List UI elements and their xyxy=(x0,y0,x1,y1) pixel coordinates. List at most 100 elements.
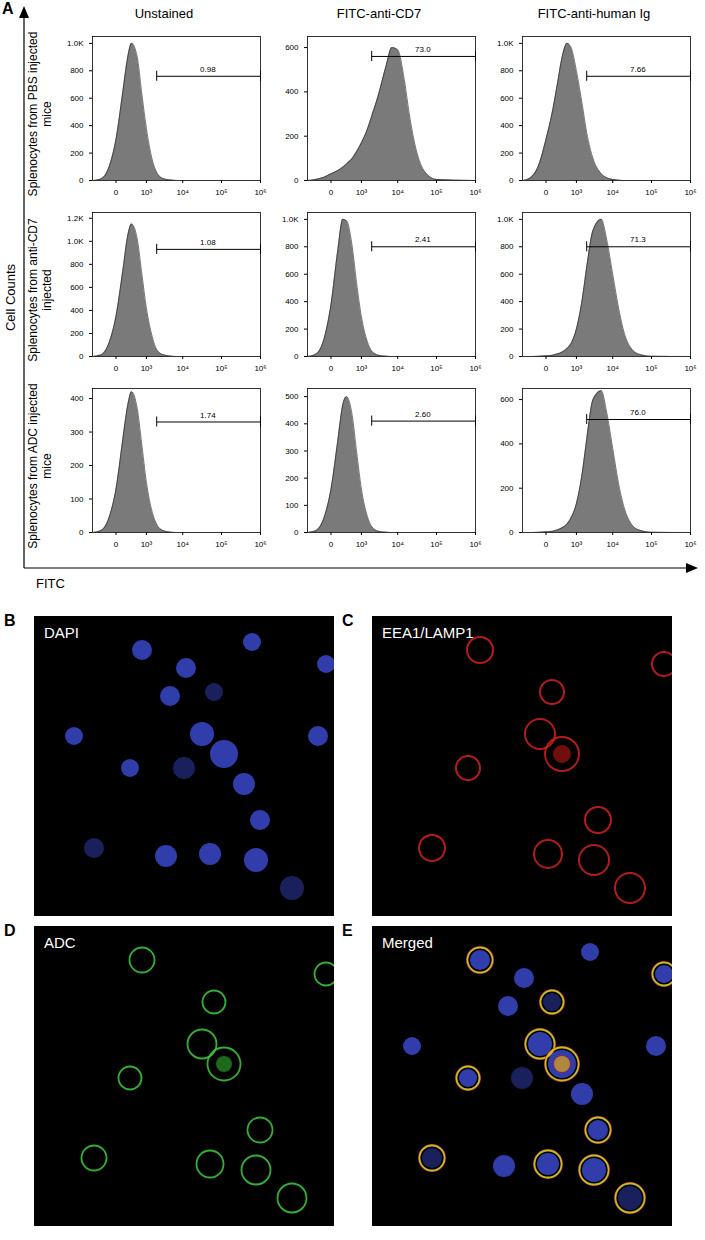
svg-text:200: 200 xyxy=(500,325,514,334)
svg-text:76.0: 76.0 xyxy=(630,408,646,417)
svg-text:800: 800 xyxy=(70,66,84,75)
svg-text:100: 100 xyxy=(285,501,299,510)
svg-text:10⁶: 10⁶ xyxy=(254,188,266,197)
svg-text:1.2K: 1.2K xyxy=(67,214,84,223)
svg-text:1.0K: 1.0K xyxy=(282,215,299,224)
svg-text:10⁶: 10⁶ xyxy=(469,188,481,197)
svg-text:600: 600 xyxy=(500,395,514,404)
svg-text:10⁴: 10⁴ xyxy=(392,364,405,373)
svg-text:10⁵: 10⁵ xyxy=(645,364,657,373)
svg-text:10⁴: 10⁴ xyxy=(177,540,190,549)
svg-text:10⁶: 10⁶ xyxy=(684,188,696,197)
svg-text:10⁴: 10⁴ xyxy=(177,188,190,197)
svg-text:600: 600 xyxy=(500,94,514,103)
svg-text:10⁴: 10⁴ xyxy=(607,540,620,549)
svg-text:200: 200 xyxy=(70,329,84,338)
svg-text:10³: 10³ xyxy=(141,188,153,197)
svg-text:73.0: 73.0 xyxy=(415,45,431,54)
svg-text:0: 0 xyxy=(114,540,119,549)
svg-text:0.98: 0.98 xyxy=(200,65,216,74)
svg-text:800: 800 xyxy=(500,66,514,75)
svg-text:10³: 10³ xyxy=(141,540,153,549)
svg-text:10⁶: 10⁶ xyxy=(469,364,481,373)
svg-text:10⁵: 10⁵ xyxy=(430,540,442,549)
svg-text:800: 800 xyxy=(70,260,84,269)
svg-text:1.0K: 1.0K xyxy=(67,39,84,48)
svg-text:10⁶: 10⁶ xyxy=(469,540,481,549)
svg-text:1.74: 1.74 xyxy=(200,411,216,420)
svg-text:200: 200 xyxy=(285,474,299,483)
svg-text:1.0K: 1.0K xyxy=(497,215,514,224)
svg-text:10⁴: 10⁴ xyxy=(392,540,405,549)
svg-text:0: 0 xyxy=(544,188,549,197)
svg-text:200: 200 xyxy=(285,132,299,141)
svg-text:1.0K: 1.0K xyxy=(67,237,84,246)
svg-text:10³: 10³ xyxy=(571,540,583,549)
svg-text:0: 0 xyxy=(294,176,299,185)
svg-text:10³: 10³ xyxy=(356,188,368,197)
svg-text:10⁴: 10⁴ xyxy=(177,364,190,373)
svg-text:600: 600 xyxy=(285,43,299,52)
svg-text:500: 500 xyxy=(285,392,299,401)
svg-text:300: 300 xyxy=(285,447,299,456)
svg-text:0: 0 xyxy=(329,364,334,373)
svg-text:200: 200 xyxy=(70,149,84,158)
svg-text:0: 0 xyxy=(544,364,549,373)
svg-text:10⁵: 10⁵ xyxy=(645,188,657,197)
svg-text:0: 0 xyxy=(509,176,514,185)
svg-text:10³: 10³ xyxy=(571,188,583,197)
svg-text:0: 0 xyxy=(114,364,119,373)
svg-text:0: 0 xyxy=(329,540,334,549)
svg-text:10⁶: 10⁶ xyxy=(254,540,266,549)
svg-text:400: 400 xyxy=(500,297,514,306)
svg-text:800: 800 xyxy=(500,242,514,251)
svg-text:400: 400 xyxy=(500,439,514,448)
svg-text:10⁶: 10⁶ xyxy=(684,364,696,373)
svg-text:600: 600 xyxy=(70,94,84,103)
svg-text:2.41: 2.41 xyxy=(415,235,431,244)
svg-text:200: 200 xyxy=(500,149,514,158)
svg-text:10⁵: 10⁵ xyxy=(215,188,227,197)
svg-text:0: 0 xyxy=(329,188,334,197)
svg-text:0: 0 xyxy=(79,528,84,537)
svg-text:10⁶: 10⁶ xyxy=(254,364,266,373)
svg-text:7.66: 7.66 xyxy=(630,65,646,74)
svg-text:10⁴: 10⁴ xyxy=(392,188,405,197)
svg-text:10⁵: 10⁵ xyxy=(430,364,442,373)
svg-text:0: 0 xyxy=(294,528,299,537)
svg-text:10⁶: 10⁶ xyxy=(684,540,696,549)
svg-text:400: 400 xyxy=(70,121,84,130)
svg-text:0: 0 xyxy=(294,352,299,361)
svg-text:400: 400 xyxy=(285,297,299,306)
svg-text:400: 400 xyxy=(500,121,514,130)
svg-text:1.0K: 1.0K xyxy=(497,39,514,48)
svg-text:71.3: 71.3 xyxy=(630,235,646,244)
svg-text:200: 200 xyxy=(500,484,514,493)
svg-text:300: 300 xyxy=(70,428,84,437)
svg-text:0: 0 xyxy=(79,352,84,361)
svg-text:400: 400 xyxy=(70,306,84,315)
svg-text:600: 600 xyxy=(500,270,514,279)
svg-text:400: 400 xyxy=(285,87,299,96)
svg-text:800: 800 xyxy=(285,242,299,251)
svg-text:600: 600 xyxy=(285,270,299,279)
svg-text:0: 0 xyxy=(79,176,84,185)
svg-text:2.60: 2.60 xyxy=(415,410,431,419)
svg-text:1.08: 1.08 xyxy=(200,238,216,247)
svg-text:200: 200 xyxy=(285,325,299,334)
svg-text:10³: 10³ xyxy=(141,364,153,373)
svg-text:400: 400 xyxy=(70,394,84,403)
svg-text:600: 600 xyxy=(70,283,84,292)
svg-text:0: 0 xyxy=(509,352,514,361)
svg-text:10⁵: 10⁵ xyxy=(215,540,227,549)
svg-text:10³: 10³ xyxy=(571,364,583,373)
svg-text:10⁵: 10⁵ xyxy=(430,188,442,197)
svg-text:0: 0 xyxy=(544,540,549,549)
svg-text:10⁴: 10⁴ xyxy=(607,364,620,373)
svg-text:10⁴: 10⁴ xyxy=(607,188,620,197)
svg-text:10³: 10³ xyxy=(356,540,368,549)
svg-text:0: 0 xyxy=(114,188,119,197)
svg-text:10⁵: 10⁵ xyxy=(215,364,227,373)
svg-text:0: 0 xyxy=(509,528,514,537)
svg-text:100: 100 xyxy=(70,495,84,504)
